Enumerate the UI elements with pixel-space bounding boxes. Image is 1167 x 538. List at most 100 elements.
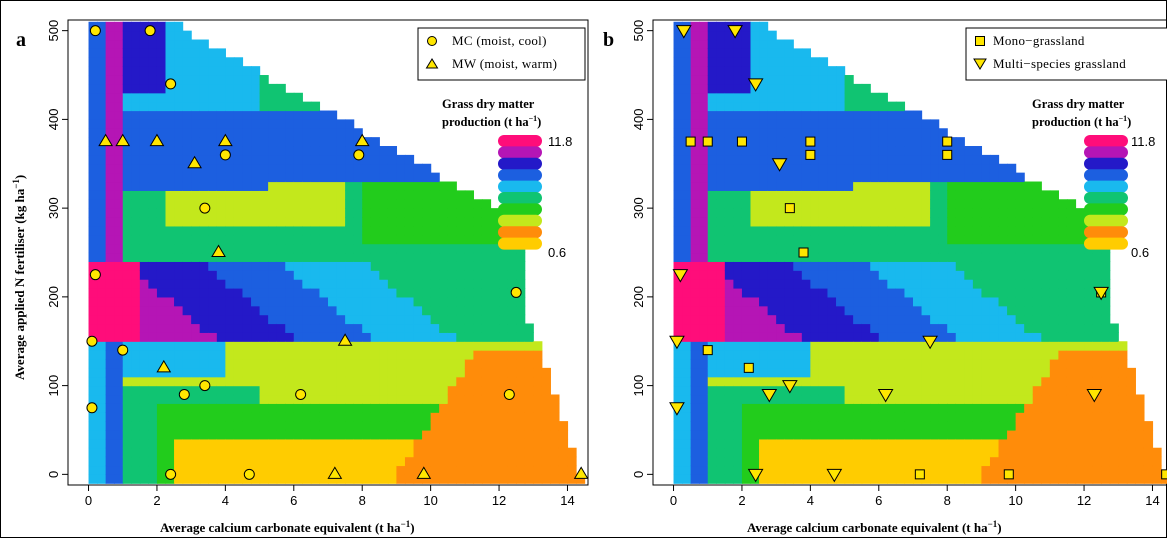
heatmap-cell	[1058, 412, 1068, 422]
heatmap-cell	[981, 429, 991, 440]
heatmap-cell	[251, 465, 261, 475]
heatmap-cell	[242, 83, 252, 94]
heatmap-cell	[276, 332, 286, 342]
heatmap-cell	[810, 305, 820, 316]
heatmap-cell	[131, 412, 141, 422]
heatmap-cell	[844, 412, 854, 422]
heatmap-cell	[362, 296, 372, 307]
heatmap-cell	[724, 429, 734, 440]
heatmap-cell	[362, 181, 372, 191]
heatmap-cell	[682, 128, 692, 138]
heatmap-cell	[97, 421, 107, 431]
heatmap-cell	[345, 137, 355, 147]
heatmap-cell	[1041, 447, 1051, 458]
heatmap-cell	[285, 172, 295, 183]
heatmap-cell	[387, 403, 398, 413]
heatmap-cell	[750, 385, 760, 396]
heatmap-cell	[1041, 394, 1051, 404]
heatmap-cell	[1024, 474, 1034, 484]
heatmap-cell	[1118, 456, 1128, 467]
heatmap-cell	[707, 190, 717, 200]
heatmap-cell	[989, 350, 1000, 360]
heatmap-cell	[887, 252, 897, 262]
heatmap-cell	[156, 199, 167, 209]
heatmap-cell	[1066, 358, 1077, 369]
heatmap-cell	[199, 438, 209, 449]
heatmap-cell	[998, 367, 1008, 378]
heatmap-cell	[870, 456, 880, 467]
x-tick-label: 2	[153, 493, 160, 508]
heatmap-cell	[524, 385, 534, 396]
heatmap-cell	[387, 296, 398, 307]
heatmap-cell	[861, 376, 871, 387]
heatmap-cell	[836, 208, 846, 218]
heatmap-cell	[690, 367, 700, 378]
heatmap-cell	[447, 208, 457, 218]
heatmap-cell	[724, 101, 734, 112]
heatmap-cell	[182, 146, 192, 156]
heatmap-cell	[724, 421, 734, 431]
heatmap-cell	[370, 412, 380, 422]
heatmap-cell	[793, 305, 803, 316]
heatmap-cell	[750, 429, 760, 440]
heatmap-cell	[216, 429, 226, 440]
heatmap-cell	[268, 332, 278, 342]
mw-point	[149, 133, 165, 147]
heatmap-cell	[972, 146, 983, 156]
heatmap-cell	[285, 314, 295, 325]
heatmap-cell	[759, 474, 769, 484]
heatmap-cell	[921, 199, 931, 209]
heatmap-cell	[913, 199, 923, 209]
heatmap-cell	[853, 172, 863, 183]
heatmap-cell	[981, 367, 991, 378]
heatmap-cell	[242, 217, 252, 227]
heatmap-cell	[741, 92, 752, 103]
heatmap-cell	[878, 279, 888, 289]
heatmap-cell	[947, 456, 957, 467]
heatmap-cell	[114, 119, 124, 129]
heatmap-cell	[733, 217, 743, 227]
heatmap-cell	[148, 350, 158, 360]
heatmap-cell	[88, 75, 98, 85]
colorbar-swatch	[1084, 180, 1128, 193]
heatmap-cell	[251, 412, 261, 422]
x-tick-label: 4	[222, 493, 229, 508]
heatmap-cell	[208, 172, 218, 183]
heatmap-cell	[191, 110, 201, 120]
heatmap-cell	[131, 332, 141, 342]
heatmap-cell	[139, 137, 149, 147]
heatmap-cell	[853, 110, 863, 120]
heatmap-cell	[1024, 243, 1034, 254]
heatmap-cell	[233, 270, 244, 280]
heatmap-cell	[490, 429, 500, 440]
heatmap-cell	[870, 385, 880, 396]
heatmap-cell	[439, 217, 449, 227]
colorbar-swatch	[1084, 169, 1128, 182]
heatmap-cell	[716, 296, 726, 307]
heatmap-cell	[122, 412, 132, 422]
heatmap-cell	[259, 305, 269, 316]
heatmap-cell	[1015, 456, 1025, 467]
multi-species-point	[747, 468, 764, 483]
heatmap-cell	[422, 456, 432, 467]
heatmap-cell	[148, 314, 158, 325]
heatmap-cell	[682, 429, 692, 440]
heatmap-cell	[673, 279, 683, 289]
heatmap-cell	[88, 252, 98, 262]
heatmap-cell	[310, 172, 321, 183]
heatmap-cell	[139, 172, 149, 183]
heatmap-cell	[878, 128, 888, 138]
heatmap-cell	[870, 403, 880, 413]
heatmap-cell	[733, 421, 743, 431]
heatmap-cell	[302, 385, 312, 396]
heatmap-cell	[114, 376, 124, 387]
heatmap-cell	[225, 332, 235, 342]
heatmap-cell	[345, 323, 355, 333]
heatmap-cell	[818, 83, 829, 94]
heatmap-cell	[293, 279, 303, 289]
heatmap-cell	[767, 39, 777, 49]
heatmap-cell	[233, 350, 244, 360]
mw-point	[416, 466, 432, 479]
heatmap-cell	[216, 305, 226, 316]
heatmap-cell	[191, 296, 201, 307]
